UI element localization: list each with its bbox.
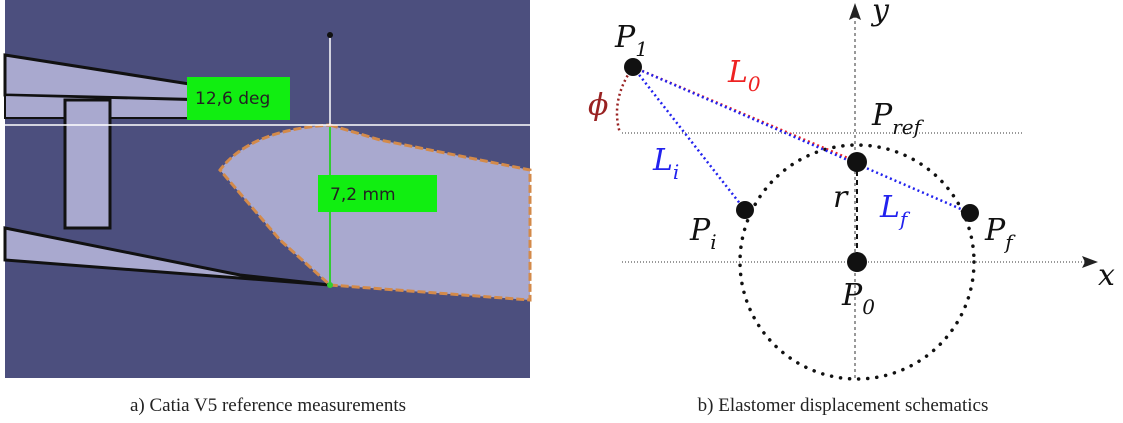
- angle-label: 12,6 deg: [195, 89, 270, 109]
- label-base: P: [689, 213, 711, 248]
- caption: b) Elastomer displacement schematics: [698, 395, 989, 416]
- label-pf: Pf: [984, 213, 1016, 254]
- label-r: r: [833, 180, 849, 215]
- line-lf: [633, 67, 970, 213]
- height-label: 7,2 mm: [330, 185, 396, 205]
- label-base: P: [871, 98, 893, 133]
- label-base: L: [727, 55, 748, 90]
- label-pi: Pi: [689, 213, 717, 254]
- label-li: Li: [652, 143, 679, 184]
- label-subscript: 1: [635, 37, 648, 61]
- rib: [65, 100, 110, 228]
- label-subscript: 0: [862, 295, 875, 319]
- label-base: y: [870, 0, 890, 28]
- point: [736, 201, 754, 219]
- label-base: P: [841, 278, 863, 313]
- label-y: y: [870, 0, 890, 28]
- label-base: P: [984, 213, 1006, 248]
- label-lf: Lf: [879, 190, 911, 231]
- label-x: x: [1098, 258, 1115, 293]
- caption: a) Catia V5 reference measurements: [130, 395, 406, 416]
- label-subscript: i: [710, 230, 716, 254]
- figure: 12,6 deg 7,2 mm a) Catia V5 reference me…: [0, 0, 1123, 423]
- label-subscript: 0: [748, 72, 761, 96]
- label-base: x: [1098, 258, 1115, 293]
- cad-screenshot: 12,6 deg 7,2 mm: [5, 0, 530, 378]
- label-subscript: f: [898, 207, 911, 231]
- angle-arc: [617, 67, 633, 133]
- label-pref: Pref: [871, 98, 925, 139]
- label-base: L: [652, 143, 673, 178]
- label-l0: L0: [727, 55, 761, 96]
- label-phi: ϕ: [588, 88, 608, 123]
- point: [847, 252, 867, 272]
- point: [327, 32, 333, 38]
- label-p0: P0: [841, 278, 875, 319]
- label-p1: P1: [614, 20, 648, 61]
- point: [327, 282, 333, 288]
- label-subscript: ref: [892, 115, 924, 139]
- label-subscript: i: [673, 160, 679, 184]
- point: [961, 204, 979, 222]
- schematic: P1 L0 Pref ϕ Li r Lf Pi Pf P0 x y: [588, 0, 1115, 379]
- label-base: L: [879, 190, 900, 225]
- label-subscript: f: [1003, 230, 1016, 254]
- label-base: r: [833, 180, 849, 215]
- label-base: P: [614, 20, 636, 55]
- point: [847, 152, 867, 172]
- label-base: ϕ: [588, 88, 608, 123]
